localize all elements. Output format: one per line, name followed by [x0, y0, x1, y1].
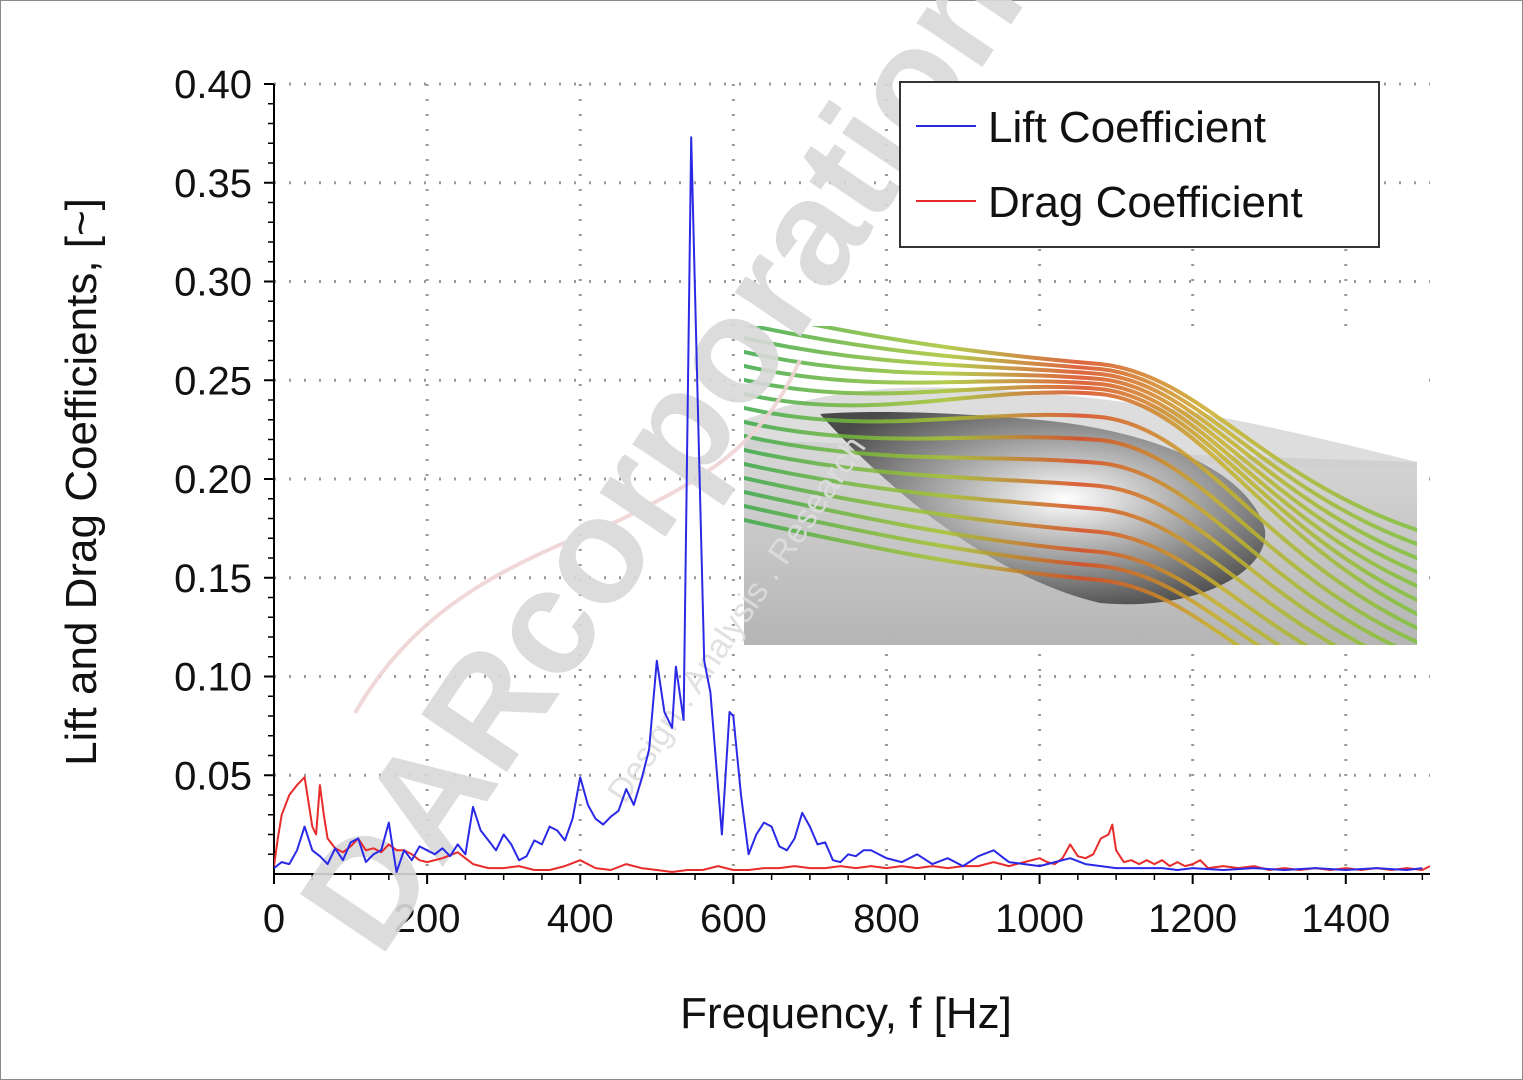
x-tick-label: 400 [547, 897, 614, 941]
y-tick-label: 0.40 [174, 63, 252, 107]
streamline [744, 406, 1417, 630]
y-tick-label: 0.30 [174, 261, 252, 305]
streamline [744, 518, 1241, 645]
x-axis-title: Frequency, f [Hz] [680, 989, 1012, 1038]
x-tick-label: 1400 [1301, 897, 1390, 941]
x-tick-label: 600 [700, 897, 767, 941]
streamline [744, 490, 1283, 645]
streamline [744, 476, 1310, 645]
x-tick-label: 1000 [995, 897, 1084, 941]
x-tick-label: 800 [853, 897, 920, 941]
x-tick-label: 0 [263, 897, 285, 941]
x-axis-ticks: 0 200 400 600 800 1000 1200 1400 [263, 874, 1424, 941]
y-axis-ticks: 0.05 0.10 0.15 0.20 0.25 0.30 0.35 0.40 [174, 63, 274, 855]
streamline [744, 420, 1417, 644]
y-tick-label: 0.10 [174, 656, 252, 700]
streamline [744, 504, 1262, 645]
streamline [810, 326, 1417, 532]
x-tick-label: 1200 [1148, 897, 1237, 941]
y-tick-label: 0.35 [174, 162, 252, 206]
streamline [744, 390, 1417, 616]
streamline [744, 434, 1398, 645]
streamline-inset-image [744, 326, 1417, 645]
streamline [744, 336, 1417, 560]
streamline [744, 326, 1417, 546]
series-layer [274, 136, 1430, 873]
y-tick-label: 0.20 [174, 458, 252, 502]
legend: Lift Coefficient Drag Coefficient [899, 81, 1380, 248]
y-tick-label: 0.25 [174, 359, 252, 403]
legend-label-drag: Drag Coefficient [988, 178, 1303, 227]
y-axis-title: Lift and Drag Coefficients, [~] [57, 198, 106, 766]
series-line-lift-coefficient [274, 136, 1423, 873]
streamline [744, 350, 1417, 574]
streamline [744, 448, 1368, 645]
inset-streamlines [744, 326, 1417, 645]
y-tick-label: 0.15 [174, 557, 252, 601]
y-tick-label: 0.05 [174, 754, 252, 798]
x-tick-label: 200 [394, 897, 461, 941]
inset-body-shape [820, 412, 1266, 605]
watermark-swoosh [353, 359, 802, 714]
legend-box [899, 81, 1380, 248]
streamline [744, 364, 1417, 588]
streamline [744, 378, 1417, 602]
legend-label-lift: Lift Coefficient [988, 103, 1266, 152]
streamline [744, 462, 1339, 645]
